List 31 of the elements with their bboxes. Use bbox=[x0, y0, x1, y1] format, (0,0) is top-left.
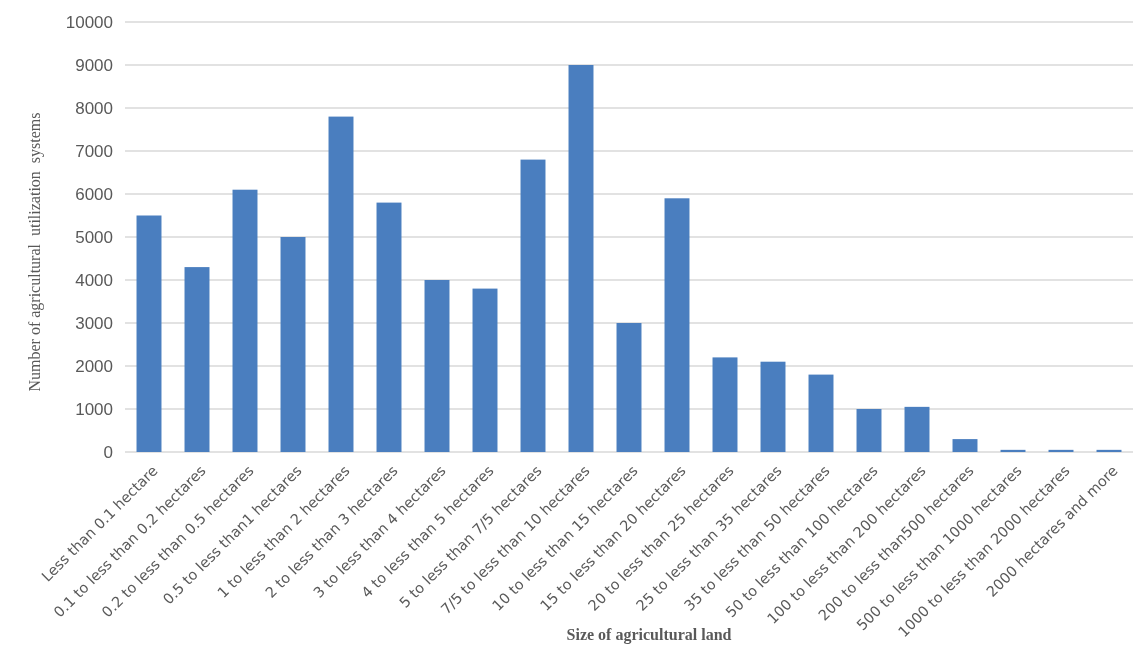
bar bbox=[664, 198, 690, 452]
bar bbox=[952, 439, 978, 452]
bar bbox=[376, 202, 402, 452]
bar bbox=[520, 159, 546, 452]
y-tick-label: 5000 bbox=[75, 227, 113, 247]
bar bbox=[712, 357, 738, 452]
bar bbox=[136, 215, 162, 452]
y-tick-label: 10000 bbox=[65, 12, 113, 32]
bar bbox=[568, 65, 594, 452]
bar bbox=[856, 409, 882, 452]
y-tick-label: 4000 bbox=[75, 270, 113, 290]
bar bbox=[808, 374, 834, 452]
y-tick-label: 6000 bbox=[75, 184, 113, 204]
bar bbox=[184, 267, 210, 452]
x-axis-title: Size of agricultural land bbox=[566, 626, 732, 644]
y-tick-label: 1000 bbox=[75, 399, 113, 419]
y-tick-label: 0 bbox=[103, 442, 113, 462]
bar bbox=[424, 280, 450, 452]
y-axis-title: Number of agricultural utilization systems bbox=[26, 112, 44, 392]
bar bbox=[472, 288, 498, 452]
bar bbox=[328, 116, 354, 452]
y-tick-label: 8000 bbox=[75, 98, 113, 118]
y-tick-label: 9000 bbox=[75, 55, 113, 75]
bar bbox=[760, 361, 786, 452]
bar bbox=[232, 189, 258, 452]
y-tick-label: 2000 bbox=[75, 356, 113, 376]
bar bbox=[904, 406, 930, 452]
bar bbox=[616, 323, 642, 452]
y-tick-label: 3000 bbox=[75, 313, 113, 333]
bar bbox=[280, 237, 306, 452]
y-tick-label: 7000 bbox=[75, 141, 113, 161]
